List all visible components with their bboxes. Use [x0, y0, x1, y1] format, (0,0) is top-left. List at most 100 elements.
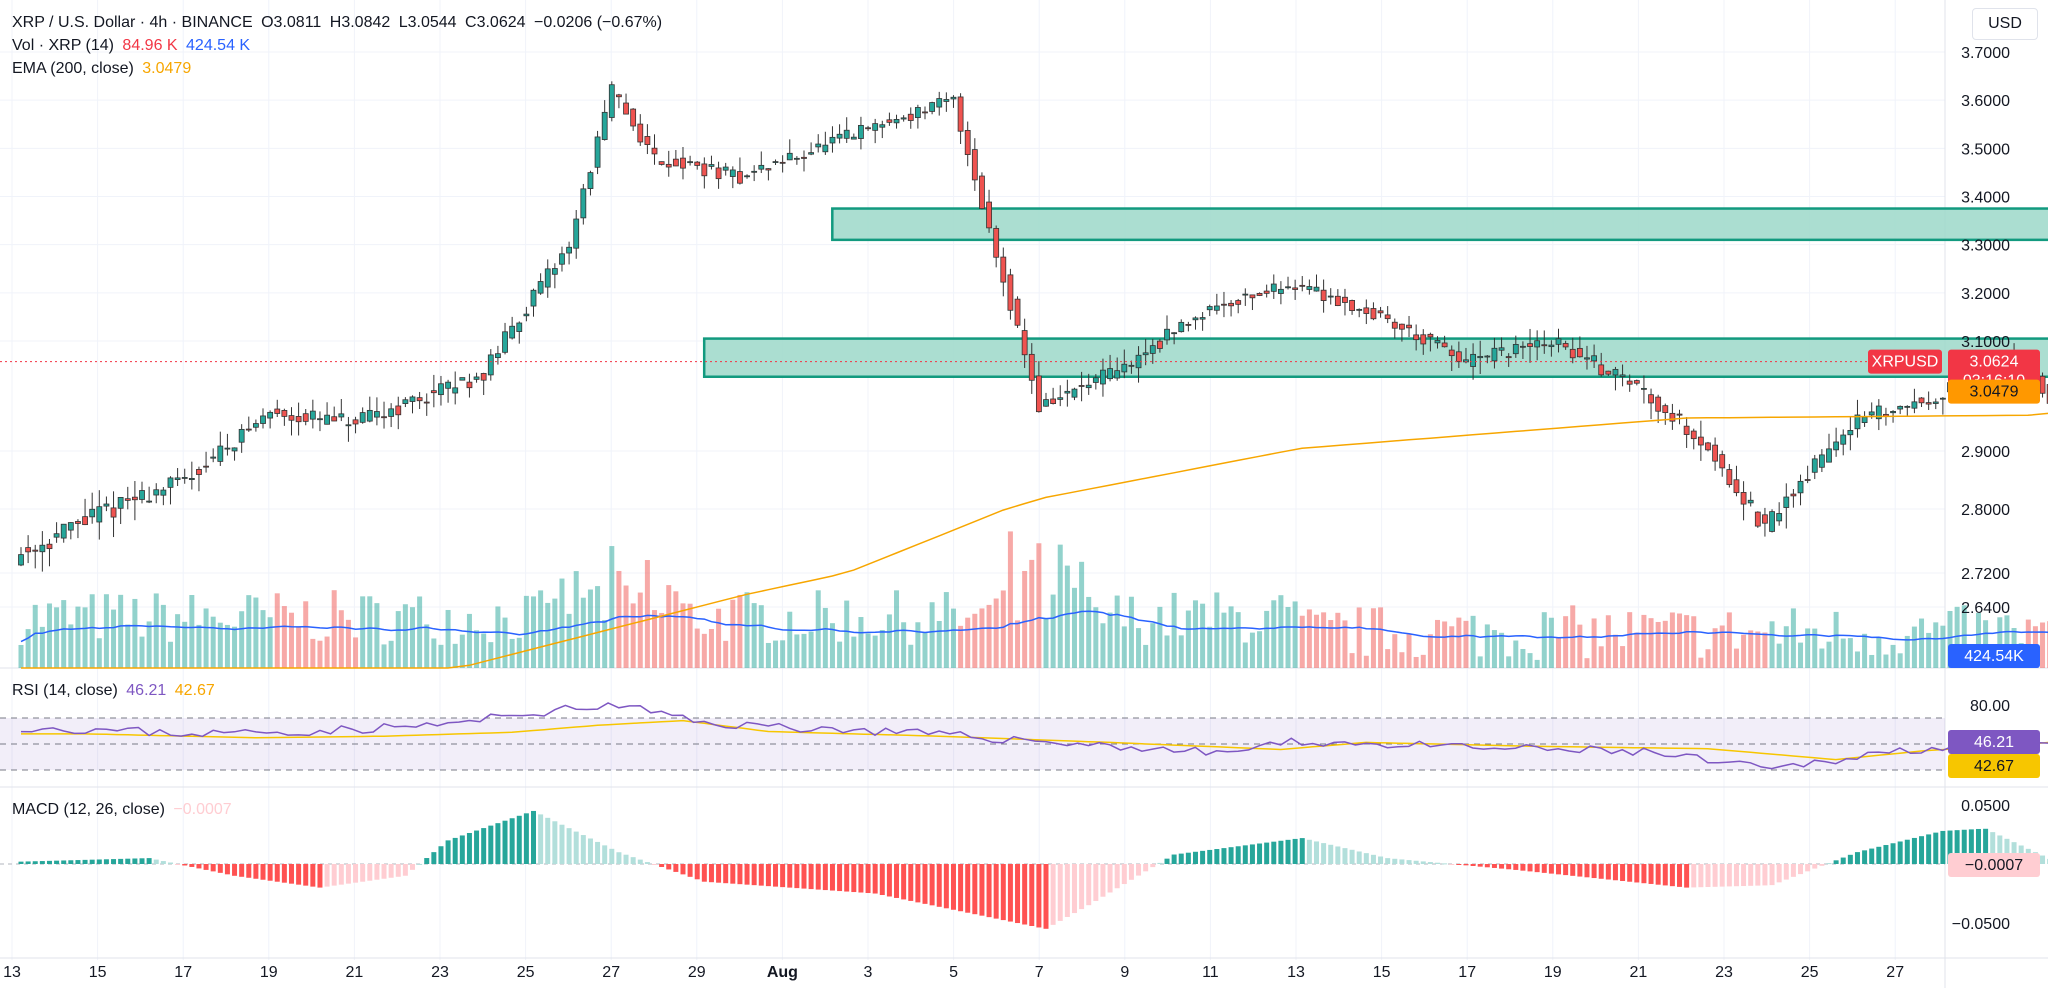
candle-body	[1826, 448, 1832, 463]
volume-bar	[908, 644, 914, 668]
candle-body	[836, 133, 843, 139]
candle-body	[217, 445, 224, 462]
candle-body	[1676, 413, 1683, 416]
volume-label[interactable]: Vol · XRP (14)	[12, 37, 114, 54]
candle-body	[715, 167, 722, 180]
candle-body	[1278, 288, 1284, 294]
candle-body	[1491, 347, 1498, 362]
candle-body	[1534, 340, 1541, 348]
volume-bar	[758, 605, 764, 668]
candle-body	[879, 124, 886, 128]
candle-body	[1448, 349, 1455, 357]
volume-bar	[780, 640, 786, 668]
macd-bar	[1527, 864, 1533, 872]
volume-bar	[716, 608, 722, 668]
candle-body	[245, 428, 252, 431]
candle-body	[1213, 305, 1220, 311]
candle-body	[573, 218, 580, 249]
candle-body	[1192, 317, 1199, 321]
macd-bar	[1819, 864, 1825, 866]
macd-bar	[1064, 864, 1070, 917]
macd-bar	[1278, 840, 1284, 864]
macd-bar	[1634, 864, 1640, 883]
rsi-ma-tag: 42.67	[1974, 758, 2014, 775]
price-tick-label: 2.8000	[1961, 502, 2010, 519]
macd-bar	[531, 810, 537, 864]
macd-bar	[217, 864, 223, 873]
candle-body	[587, 172, 594, 189]
volume-bar	[1854, 651, 1860, 668]
candle-body	[1164, 328, 1170, 341]
volume-bar	[844, 600, 850, 668]
macd-bar	[310, 864, 316, 887]
volume-bar	[630, 603, 636, 668]
volume-ma-value: 424.54 K	[186, 37, 251, 54]
macd-bar	[1584, 864, 1590, 878]
macd-bar	[1306, 839, 1312, 864]
price-tick-label: 3.4000	[1961, 190, 2010, 207]
ema-label[interactable]: EMA (200, close)	[12, 60, 134, 77]
candle-body	[1249, 294, 1256, 299]
candle-body	[1085, 384, 1092, 389]
macd-bar	[196, 864, 202, 869]
volume-bar	[167, 641, 173, 668]
volume-bar	[246, 595, 252, 668]
volume-bar	[388, 640, 394, 668]
currency-button[interactable]: USD	[1972, 8, 2038, 40]
volume-bar	[1798, 642, 1804, 668]
volume-bar	[1392, 634, 1398, 668]
macd-bar	[338, 864, 344, 885]
candle-body	[1484, 355, 1491, 358]
volume-bar	[1598, 646, 1604, 668]
volume-bar	[943, 592, 949, 668]
candle-body	[1263, 290, 1270, 294]
macd-bar	[773, 864, 779, 887]
volume-bar	[288, 612, 294, 668]
volume-bar	[1257, 631, 1263, 668]
volume-bar	[673, 591, 679, 668]
price-tick-label: 3.2000	[1961, 286, 2010, 303]
candle-body	[395, 405, 402, 416]
macd-bar	[1285, 839, 1291, 864]
candle-body	[623, 102, 629, 115]
symbol-title[interactable]: XRP / U.S. Dollar · 4h · BINANCE	[12, 14, 253, 31]
macd-bar	[431, 852, 437, 864]
volume-bar	[701, 633, 707, 668]
volume-bar	[1114, 595, 1120, 668]
macd-bar	[1235, 846, 1241, 864]
volume-bar	[1434, 619, 1440, 668]
candle-body	[1121, 363, 1128, 373]
volume-bar	[502, 617, 508, 668]
volume-bar	[96, 638, 102, 668]
macd-bar	[317, 864, 323, 888]
macd-bar	[1556, 864, 1562, 875]
macd-bar	[1378, 856, 1384, 864]
candle-body	[210, 456, 217, 459]
volume-bar	[353, 637, 359, 668]
volume-bar	[474, 630, 480, 668]
candle-body	[1292, 287, 1299, 290]
volume-bar	[1185, 610, 1191, 668]
volume-bar	[2004, 615, 2010, 668]
candle-body	[1349, 300, 1355, 312]
volume-bar	[1242, 642, 1248, 668]
macd-bar	[1869, 848, 1875, 864]
volume-bar	[965, 617, 971, 668]
candle-body	[1918, 397, 1925, 404]
macd-label[interactable]: MACD (12, 26, close)	[12, 801, 165, 818]
rsi-label[interactable]: RSI (14, close)	[12, 682, 118, 699]
volume-bar	[915, 622, 921, 668]
candle-body	[60, 523, 67, 539]
volume-bar	[1442, 621, 1448, 668]
candle-body	[1633, 380, 1640, 384]
candle-body	[196, 469, 202, 475]
volume-ma-tag-bg	[1948, 644, 2040, 668]
candle-body	[1726, 469, 1733, 486]
macd-bar	[409, 864, 415, 870]
candle-body	[1270, 283, 1277, 292]
candle-body	[1035, 375, 1042, 413]
macd-bar	[644, 862, 650, 864]
candle-body	[1776, 513, 1783, 522]
candle-body	[96, 506, 103, 523]
